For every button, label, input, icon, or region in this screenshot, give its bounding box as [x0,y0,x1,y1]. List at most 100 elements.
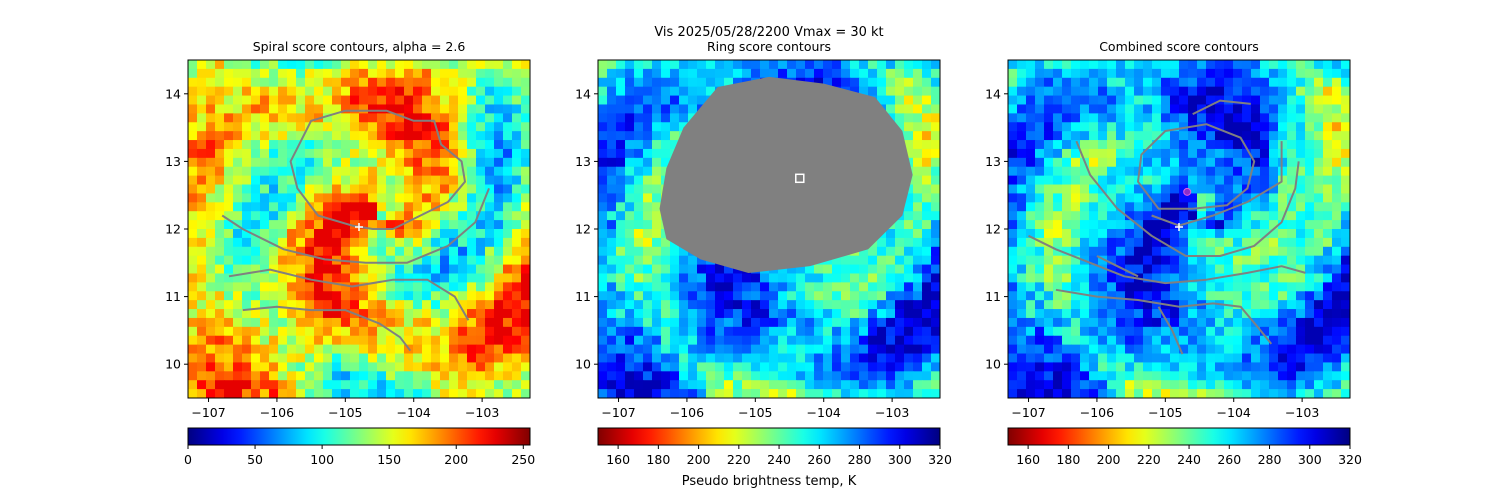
heatmap-cell [715,362,725,372]
heatmap-cell [1035,300,1045,310]
heatmap-cell [1323,220,1333,230]
heatmap-cell [679,264,689,275]
heatmap-cell [467,309,477,319]
heatmap-cell [1116,344,1126,355]
heatmap-cell [197,157,207,168]
heatmap-cell [769,273,779,283]
heatmap-cell [1080,282,1090,292]
heatmap-cell [431,140,441,150]
heatmap-cell [197,300,207,310]
heatmap-cell [607,166,617,177]
heatmap-cell [314,380,324,390]
heatmap-cell [841,255,851,266]
heatmap-cell [1341,220,1350,230]
heatmap-cell [1152,166,1162,177]
heatmap-cell [1215,389,1225,398]
heatmap-cell [269,300,279,310]
heatmap-cell [1287,246,1297,257]
heatmap-cell [314,353,324,364]
heatmap-cell [476,220,486,230]
heatmap-cell [751,291,761,301]
heatmap-cell [251,202,261,212]
heatmap-cell [305,309,315,319]
heatmap-cell [260,255,270,266]
heatmap-cell [598,157,608,168]
heatmap-cell [877,86,887,97]
heatmap-cell [467,157,477,168]
heatmap-cell [1197,140,1207,150]
heatmap-cell [805,362,815,372]
heatmap-cell [206,344,216,355]
heatmap-cell [1026,131,1036,141]
heatmap-cell [913,317,923,328]
heatmap-cell [332,140,342,150]
heatmap-cell [1197,309,1207,319]
y-tick-label: 13 [575,154,591,169]
heatmap-cell [323,202,333,212]
heatmap-cell [332,380,342,390]
heatmap-cell [1197,380,1207,390]
heatmap-cell [332,220,342,230]
x-tick-label: −105 [738,405,772,420]
heatmap-cell [1170,326,1180,337]
heatmap-cell [1314,193,1324,203]
heatmap-cell [1080,211,1090,221]
heatmap-cell [679,95,689,106]
heatmap-cell [278,237,288,248]
heatmap-cell [215,131,225,141]
heatmap-cell [1044,353,1054,364]
score-contour [289,109,466,230]
heatmap-cell [224,371,234,381]
heatmap-cell [1305,122,1315,132]
heatmap-cell [224,300,234,310]
heatmap-cell [224,282,234,292]
heatmap-cell [422,184,432,195]
heatmap-cell [458,282,468,292]
heatmap-cell [733,273,743,283]
heatmap-cell [260,273,270,283]
heatmap-cell [922,371,932,381]
heatmap-cell [368,282,378,292]
heatmap-cell [341,291,351,301]
heatmap-cell [1251,255,1261,266]
heatmap-cell [1107,291,1117,301]
heatmap-cell [1242,175,1252,186]
heatmap-cell [1341,255,1350,266]
heatmap-cell [1251,148,1261,159]
heatmap-cell [850,335,860,346]
heatmap-cell [521,175,530,186]
heatmap-cell [242,229,252,239]
heatmap-cell [823,300,833,310]
heatmap-cell [1260,246,1270,257]
heatmap-cell [625,371,635,381]
heatmap-cell [395,246,405,257]
heatmap-cell [1170,264,1180,275]
heatmap-cell [215,211,225,221]
heatmap-cell [503,317,513,328]
heatmap-cell [1080,273,1090,283]
heatmap-cell [733,371,743,381]
heatmap-cell [841,389,851,398]
heatmap-cell [895,255,905,266]
heatmap-cell [1260,68,1270,79]
heatmap-cell [1188,131,1198,141]
heatmap-cell [1287,353,1297,364]
heatmap-cell [1305,60,1315,70]
heatmap-cell [431,282,441,292]
heatmap-cell [296,211,306,221]
heatmap-cell [359,184,369,195]
heatmap-cell [1242,104,1252,114]
heatmap-cell [1125,309,1135,319]
heatmap-cell [1206,68,1216,79]
heatmap-cell [458,140,468,150]
heatmap-cell [1314,255,1324,266]
heatmap-cell [823,353,833,364]
heatmap-cell [1161,157,1171,168]
heatmap-cell [1323,282,1333,292]
heatmap-cell [422,317,432,328]
heatmap-cell [476,380,486,390]
heatmap-cell [206,264,216,275]
heatmap-cell [1341,95,1350,106]
heatmap-cell [521,220,530,230]
heatmap-cell [287,193,297,203]
